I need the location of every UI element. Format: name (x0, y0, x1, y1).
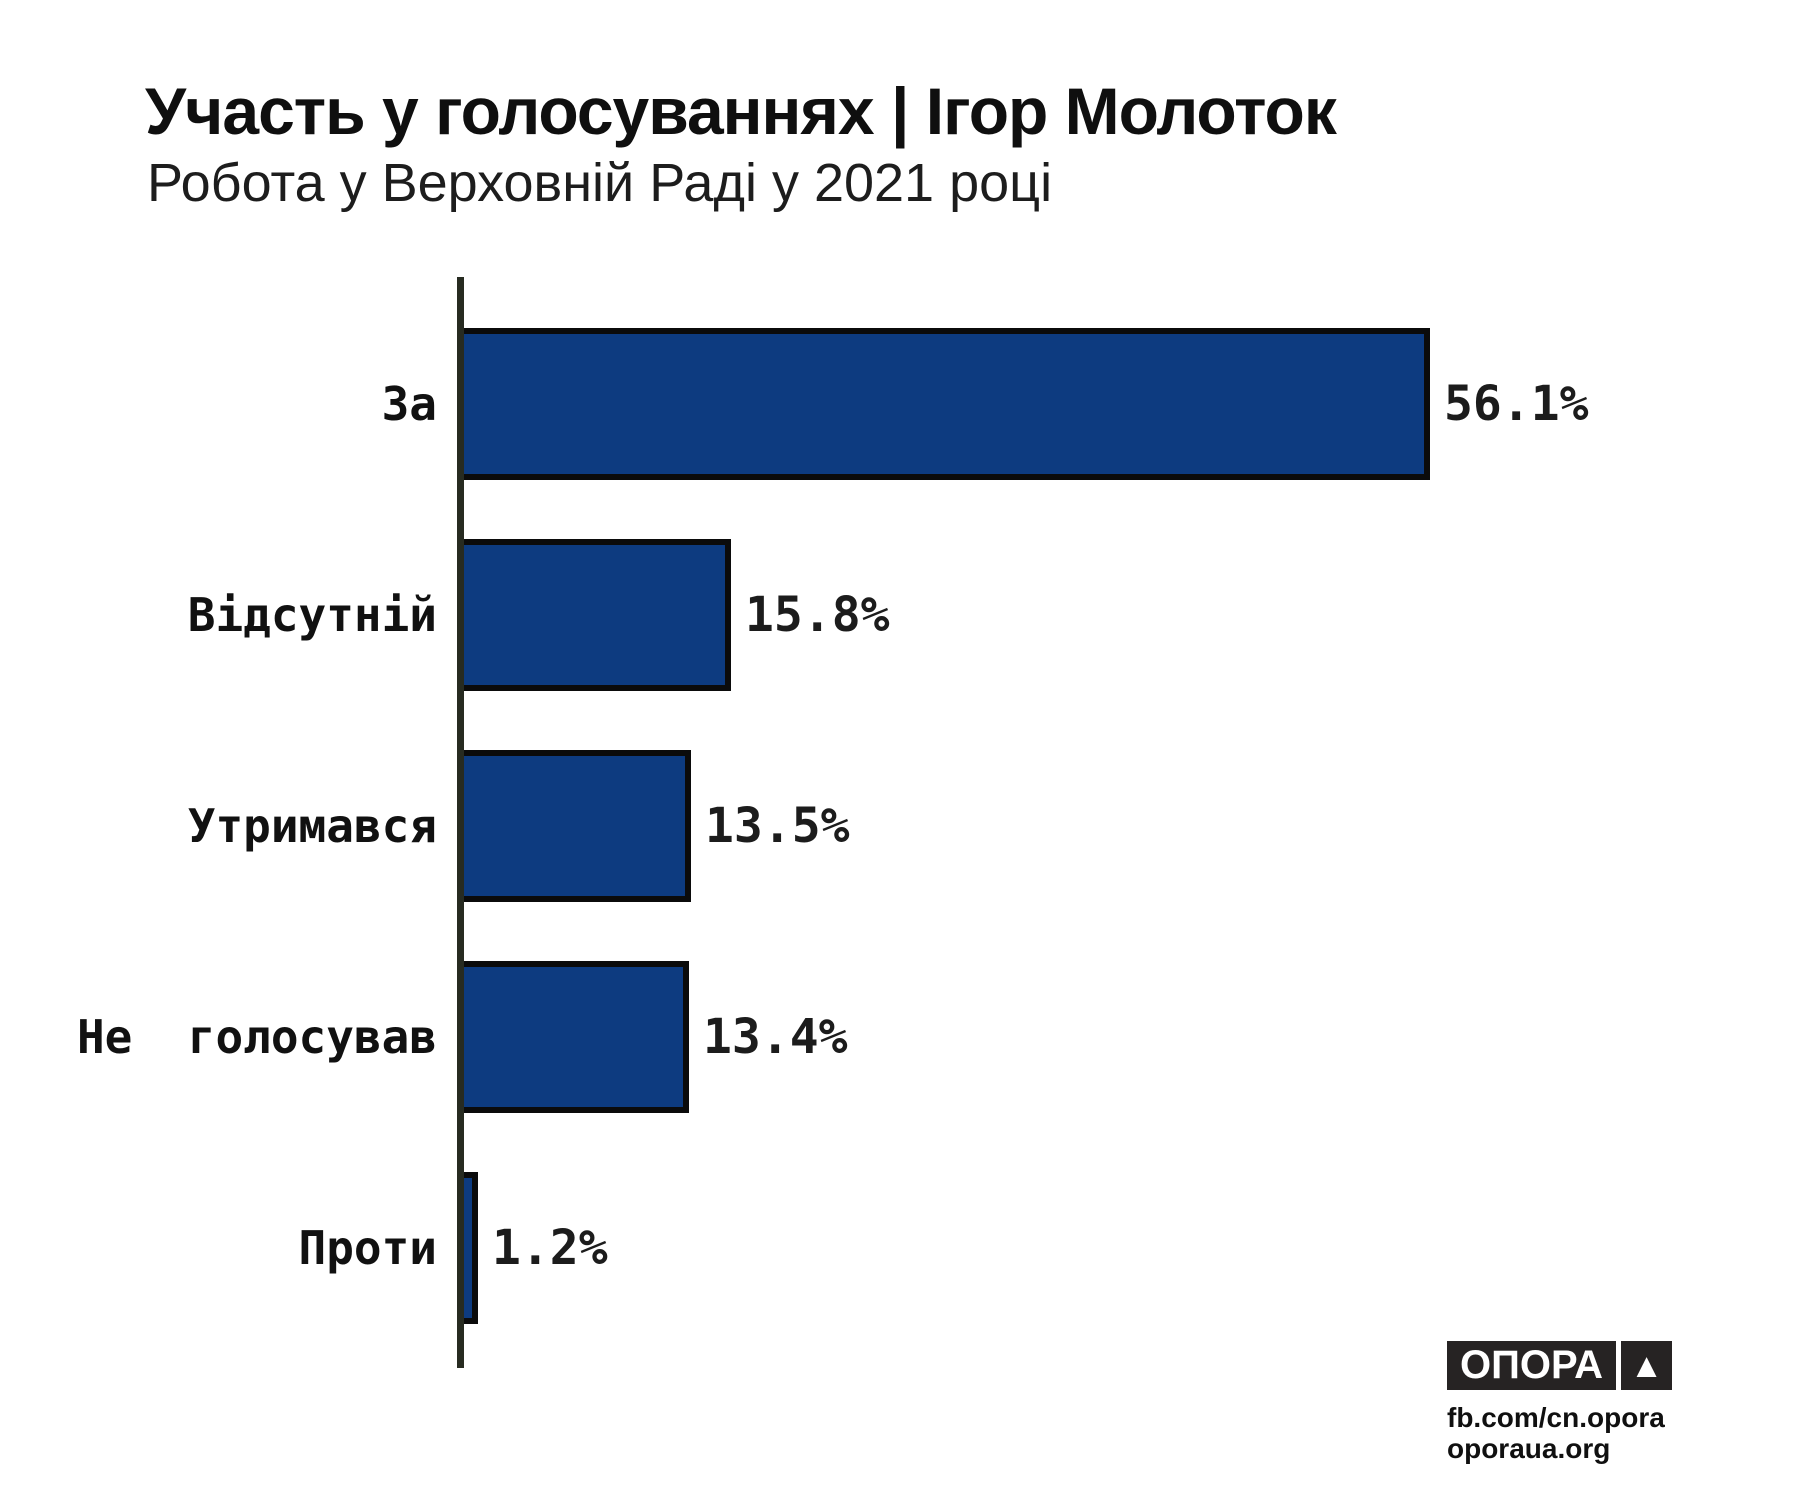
website-link-text: oporaua.org (1447, 1432, 1611, 1464)
value-label: 1.2% (492, 1220, 608, 1276)
y-axis-line (457, 277, 464, 1368)
page-title: Участь у голосуваннях | Ігор Молоток (145, 74, 1337, 148)
value-label: 56.1% (1444, 376, 1589, 432)
value-label: 13.5% (705, 798, 850, 854)
category-label: Проти (298, 1221, 437, 1275)
opora-logo-triangle-box: ▲ (1621, 1341, 1673, 1390)
category-label: Утримався (187, 799, 437, 853)
category-label: Відсутній (187, 588, 437, 642)
facebook-link-text: fb.com/cn.opora (1447, 1402, 1665, 1433)
triangle-icon: ▲ (1629, 1346, 1664, 1385)
page-subtitle: Робота у Верховній Раді у 2021 році (147, 153, 1053, 213)
bar (457, 539, 731, 691)
bar (457, 328, 1430, 480)
bar (457, 750, 691, 902)
opora-logo-row: ОПОРА ▲ (1447, 1341, 1673, 1390)
opora-logo-wordmark: ОПОРА (1447, 1341, 1617, 1390)
logo-links: fb.com/cn.opora oporaua.org (1447, 1402, 1672, 1465)
value-label: 15.8% (745, 587, 890, 643)
bar (457, 961, 689, 1113)
category-label: За (381, 377, 437, 431)
opora-logo: ОПОРА ▲ fb.com/cn.opora oporaua.org (1447, 1341, 1673, 1465)
value-label: 13.4% (703, 1009, 848, 1065)
category-label: Не голосував (76, 1010, 437, 1064)
